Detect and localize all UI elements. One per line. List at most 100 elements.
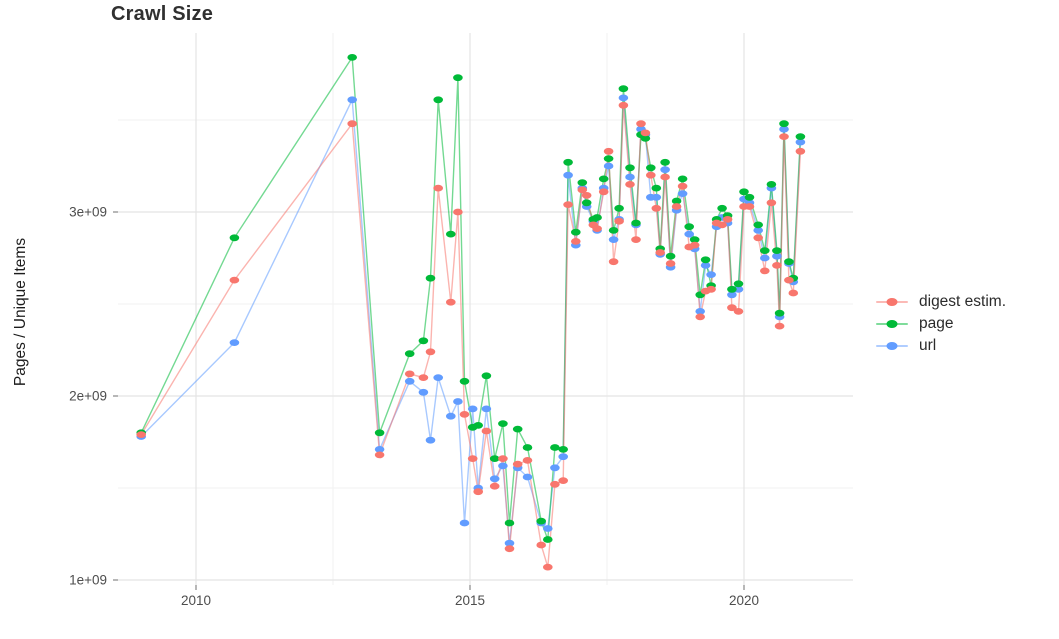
data-point-page [618,85,629,93]
data-point-page [760,247,770,255]
data-point-url [498,462,508,470]
data-point-digest-estim [651,204,662,212]
data-point-url [772,252,782,260]
data-point-url [651,193,662,201]
data-point-digest-estim [512,460,523,468]
series-line-url [140,97,802,544]
data-point-url [543,525,553,532]
data-point-page [640,135,651,142]
data-point-url [229,339,240,346]
data-point-digest-estim [543,563,553,571]
data-point-page [608,227,619,234]
data-point-digest-estim [571,238,581,245]
data-point-digest-estim [655,249,665,256]
data-point-url [374,446,385,453]
data-point-page [733,280,744,288]
data-point-page [689,236,700,244]
data-point-url [563,171,573,179]
data-point-digest-estim [625,181,635,188]
data-point-page [473,422,484,429]
data-point-digest-estim [760,267,770,275]
x-tick-label: 2010 [181,593,211,608]
data-point-page [522,444,533,451]
data-point-page [727,285,737,293]
data-point-digest-estim [603,147,614,155]
y-tick-label: 2e+09 [69,389,107,404]
data-point-url [733,285,744,293]
data-point-url [608,236,619,244]
data-point-digest-estim [347,120,358,128]
data-point-url [795,138,806,146]
data-point-digest-estim [631,236,641,244]
y-tick-label: 1e+09 [69,573,107,588]
data-point-page [631,219,641,227]
data-point-url [522,473,533,481]
legend-item-page: page [876,313,1006,335]
data-point-url [727,291,737,299]
chart-title: Crawl Size [111,3,214,25]
data-point-page [795,133,806,141]
data-point-digest-estim [404,370,415,378]
data-point-digest-estim [136,431,146,438]
x-tick-label: 2020 [729,593,759,608]
data-point-page [744,193,755,201]
data-point-digest-estim [229,276,240,284]
data-point-digest-estim [504,545,515,553]
data-point-page [571,228,581,236]
data-point-page [418,337,429,345]
data-point-url [660,166,670,174]
data-point-digest-estim [733,308,744,315]
data-point-page [489,455,500,462]
x-tick-label: 2015 [455,593,485,608]
data-point-digest-estim [665,260,676,267]
data-point-page [753,221,763,229]
data-point-digest-estim [671,203,682,210]
data-point-page [229,234,240,242]
data-point-digest-estim [722,216,733,223]
data-point-digest-estim [608,258,619,266]
data-point-digest-estim [563,201,573,209]
data-point-digest-estim [446,298,456,306]
data-point-page [646,164,656,172]
data-point-digest-estim [481,427,492,435]
data-point-page [671,197,682,205]
data-point-digest-estim [522,457,533,464]
data-point-digest-estim [489,482,500,490]
data-point-url [467,405,478,413]
data-point-digest-estim [706,285,716,293]
data-point-page [453,74,463,82]
data-point-page [481,372,492,380]
data-point-url [504,539,515,547]
data-point-page [459,377,470,385]
data-point-digest-estim [592,225,602,233]
legend-key-digest-estim-icon [876,297,908,307]
data-point-page [603,155,614,163]
data-point-digest-estim [433,184,444,192]
data-point-digest-estim [558,477,568,484]
data-point-page [772,247,782,255]
data-point-url [446,412,456,420]
data-point-url [625,173,635,181]
data-point-url [779,125,789,133]
data-point-url [425,436,436,444]
data-point-digest-estim [744,203,755,210]
data-point-digest-estim [598,188,609,196]
data-point-page [374,429,385,437]
data-point-digest-estim [614,217,624,225]
data-point-page [598,175,609,183]
data-point-digest-estim [536,541,546,549]
data-point-page [651,184,662,192]
legend: digest estim. page url [876,291,1006,357]
legend-key-url-icon [876,341,908,351]
data-point-digest-estim [779,133,789,141]
data-point-digest-estim [418,374,429,381]
data-point-digest-estim [788,289,799,297]
data-point-page [563,158,573,166]
data-point-page [660,158,670,166]
data-point-url [489,475,500,483]
data-point-url [453,398,463,405]
data-point-page [550,444,560,451]
legend-key-page-icon [876,319,908,329]
data-point-url [404,377,415,385]
